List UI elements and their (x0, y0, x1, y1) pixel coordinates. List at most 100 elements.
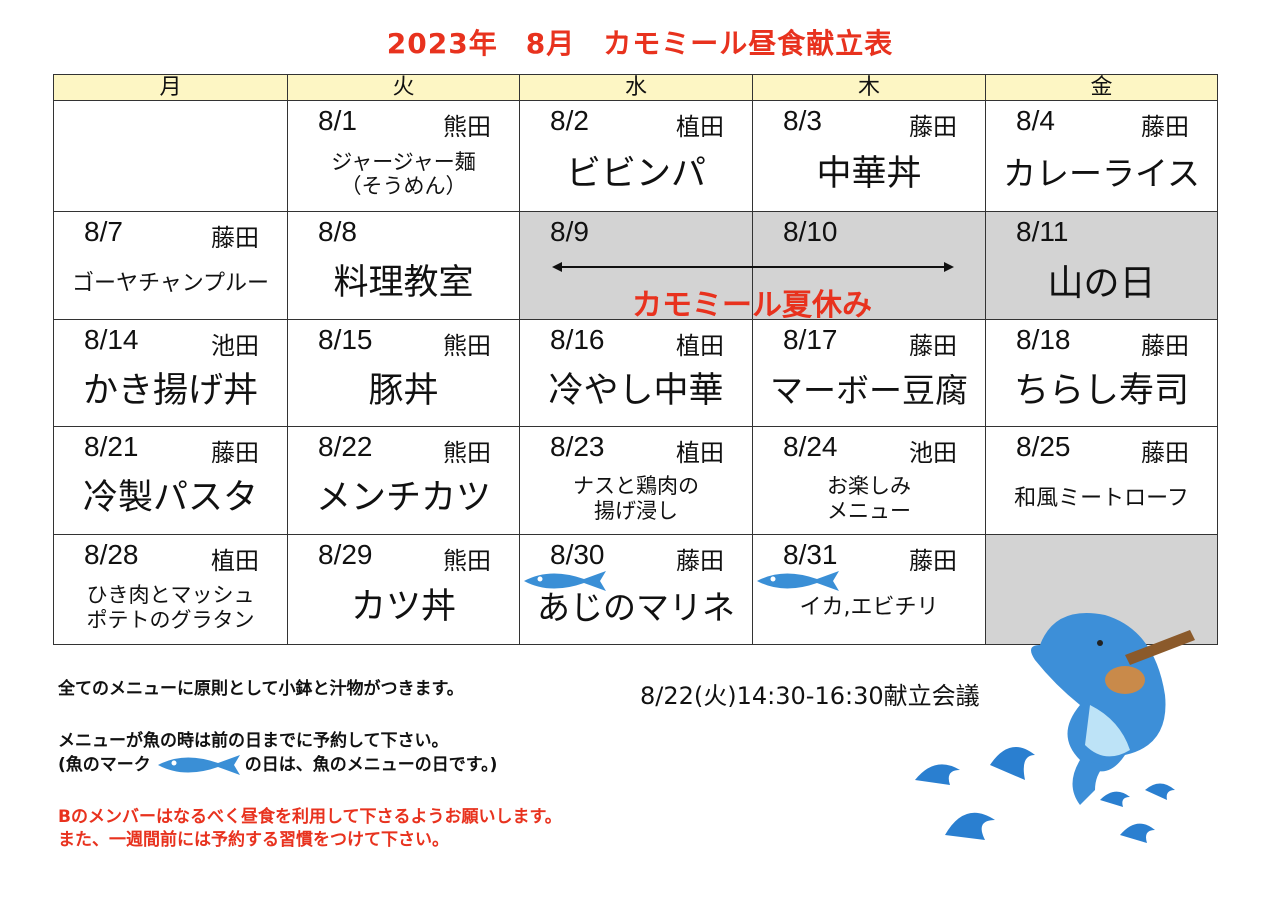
menu-line: 和風ミートローフ (1014, 485, 1189, 511)
day-cell: 8/4 藤田 カレーライス (985, 100, 1218, 212)
menu-item: かき揚げ丼 (54, 364, 287, 418)
weekday-header: 木 (752, 74, 986, 101)
day-cell: 8/15 熊田 豚丼 (287, 319, 520, 427)
menu-item: 山の日 (986, 256, 1217, 311)
menu-line: ビビンパ (565, 153, 706, 194)
note-habit: また、一週間前には予約する習慣をつけて下さい。 (58, 830, 449, 850)
day-date: 8/10 (783, 216, 838, 247)
staff-name: 池田 (211, 332, 259, 360)
menu-item: 和風ミートローフ (986, 471, 1217, 526)
menu-line: ジャージャー麺 (331, 149, 476, 174)
day-date: 8/29 (318, 539, 373, 570)
day-cell: 8/24 池田お楽しみ メニュー (752, 426, 986, 535)
day-date: 8/25 (1016, 431, 1071, 462)
note-side-dishes: 全てのメニューに原則として小鉢と汁物がつきます。 (58, 679, 464, 699)
staff-name: 藤田 (909, 332, 957, 360)
fish-icon (524, 571, 606, 591)
title-year: 2023年 (386, 27, 498, 60)
day-date: 8/7 (84, 216, 123, 247)
day-date: 8/14 (84, 324, 139, 355)
menu-line: メンチカツ (315, 478, 491, 519)
menu-item: ジャージャー麺 （そうめん） (288, 145, 519, 203)
staff-name: 植田 (676, 332, 724, 360)
fish-icon (757, 571, 839, 591)
menu-item: ゴーヤチャンプルー (54, 256, 287, 311)
staff-name: 熊田 (443, 332, 491, 360)
menu-item: カツ丼 (288, 579, 519, 636)
staff-name: 植田 (676, 113, 724, 141)
menu-line: ゴーヤチャンプルー (71, 270, 270, 296)
staff-name: 藤田 (676, 547, 724, 575)
day-cell: 8/21 藤田 冷製パスタ (53, 426, 288, 535)
day-date: 8/3 (783, 105, 822, 136)
menu-item: イカ,エビチリ (753, 579, 985, 636)
weekday-header: 金 (985, 74, 1218, 101)
weekday-header: 水 (519, 74, 753, 101)
menu-item: 料理教室 (288, 256, 519, 311)
day-date: 8/16 (550, 324, 605, 355)
note-fish-reserve: メニューが魚の時は前の日までに予約して下さい。 (58, 731, 449, 751)
fish-icon (157, 755, 240, 775)
menu-item: ひき肉とマッシュ ポテトのグラタン (54, 579, 287, 636)
staff-name: 熊田 (443, 439, 491, 467)
day-cell: 8/3 藤田 中華丼 (752, 100, 986, 212)
menu-line: マーボー豆腐 (770, 371, 968, 411)
day-date: 8/24 (783, 431, 838, 462)
day-date: 8/28 (84, 539, 139, 570)
day-cell: 8/18 藤田 ちらし寿司 (985, 319, 1218, 427)
day-date: 8/8 (318, 216, 357, 247)
day-cell: 8/25 藤田和風ミートローフ (985, 426, 1218, 535)
day-cell (53, 100, 288, 212)
title-name: カモミール昼食献立表 (603, 27, 894, 60)
day-cell: 8/17 藤田マーボー豆腐 (752, 319, 986, 427)
day-cell: 8/7 藤田ゴーヤチャンプルー (53, 211, 288, 320)
menu-item: マーボー豆腐 (753, 364, 985, 418)
menu-line: ちらし寿司 (1013, 370, 1189, 411)
menu-item: お楽しみ メニュー (753, 471, 985, 526)
day-cell: 8/30 藤田 あじのマリネ (519, 534, 753, 645)
menu-calendar: 月火水木金 8/1 熊田 ジャージャー麺 （そうめん） 8/2 植田 ビビンパ 8/3 藤田 中華丼… (53, 74, 1218, 645)
menu-item: メンチカツ (288, 471, 519, 526)
staff-name: 藤田 (1141, 439, 1189, 467)
note-members: Bのメンバーはなるべく昼食を利用して下さるようお願いします。 (58, 807, 562, 827)
staff-name: 植田 (211, 547, 259, 575)
day-cell: 8/22 熊田 メンチカツ (287, 426, 520, 535)
menu-line: ナスと鶏肉の (573, 474, 699, 499)
note-fish-mark: (魚のマーク の日は、魚のメニューの日です。) (58, 753, 497, 777)
menu-line: 山の日 (1047, 262, 1156, 304)
day-cell: 8/11 山の日 (985, 211, 1218, 320)
menu-line: お楽しみ (827, 474, 911, 499)
day-cell: 8/23 植田ナスと鶏肉の 揚げ浸し (519, 426, 753, 535)
day-cell: 8/16 植田 冷やし中華 (519, 319, 753, 427)
day-date: 8/1 (318, 105, 357, 136)
staff-name: 藤田 (909, 113, 957, 141)
weekday-header: 火 (287, 74, 520, 101)
menu-line: ポテトのグラタン (86, 607, 255, 632)
menu-line: 豚丼 (368, 370, 439, 411)
menu-line: かき揚げ丼 (82, 370, 258, 411)
day-date: 8/18 (1016, 324, 1071, 355)
staff-name: 熊田 (443, 113, 491, 141)
day-date: 8/21 (84, 431, 139, 462)
staff-name: 植田 (676, 439, 724, 467)
vacation-label: カモミール夏休み (632, 288, 872, 323)
staff-name: 池田 (909, 439, 957, 467)
menu-item: ナスと鶏肉の 揚げ浸し (520, 471, 752, 526)
menu-line: （そうめん） (340, 174, 467, 198)
menu-item: 豚丼 (288, 364, 519, 418)
day-date: 8/4 (1016, 105, 1055, 136)
menu-line: あじのマリネ (537, 587, 735, 627)
day-date: 8/17 (783, 324, 838, 355)
staff-name: 藤田 (211, 224, 259, 252)
menu-line: カレーライス (1002, 154, 1200, 194)
day-cell: 8/2 植田ビビンパ (519, 100, 753, 212)
menu-line: イカ,エビチリ (799, 594, 939, 620)
day-date: 8/23 (550, 431, 605, 462)
day-cell: 8/8 料理教室 (287, 211, 520, 320)
day-date: 8/31 (783, 539, 838, 570)
menu-item: ビビンパ (520, 145, 752, 203)
menu-line: メニュー (827, 498, 911, 523)
day-date: 8/2 (550, 105, 589, 136)
staff-name: 藤田 (211, 439, 259, 467)
day-cell: 8/29 熊田 カツ丼 (287, 534, 520, 645)
